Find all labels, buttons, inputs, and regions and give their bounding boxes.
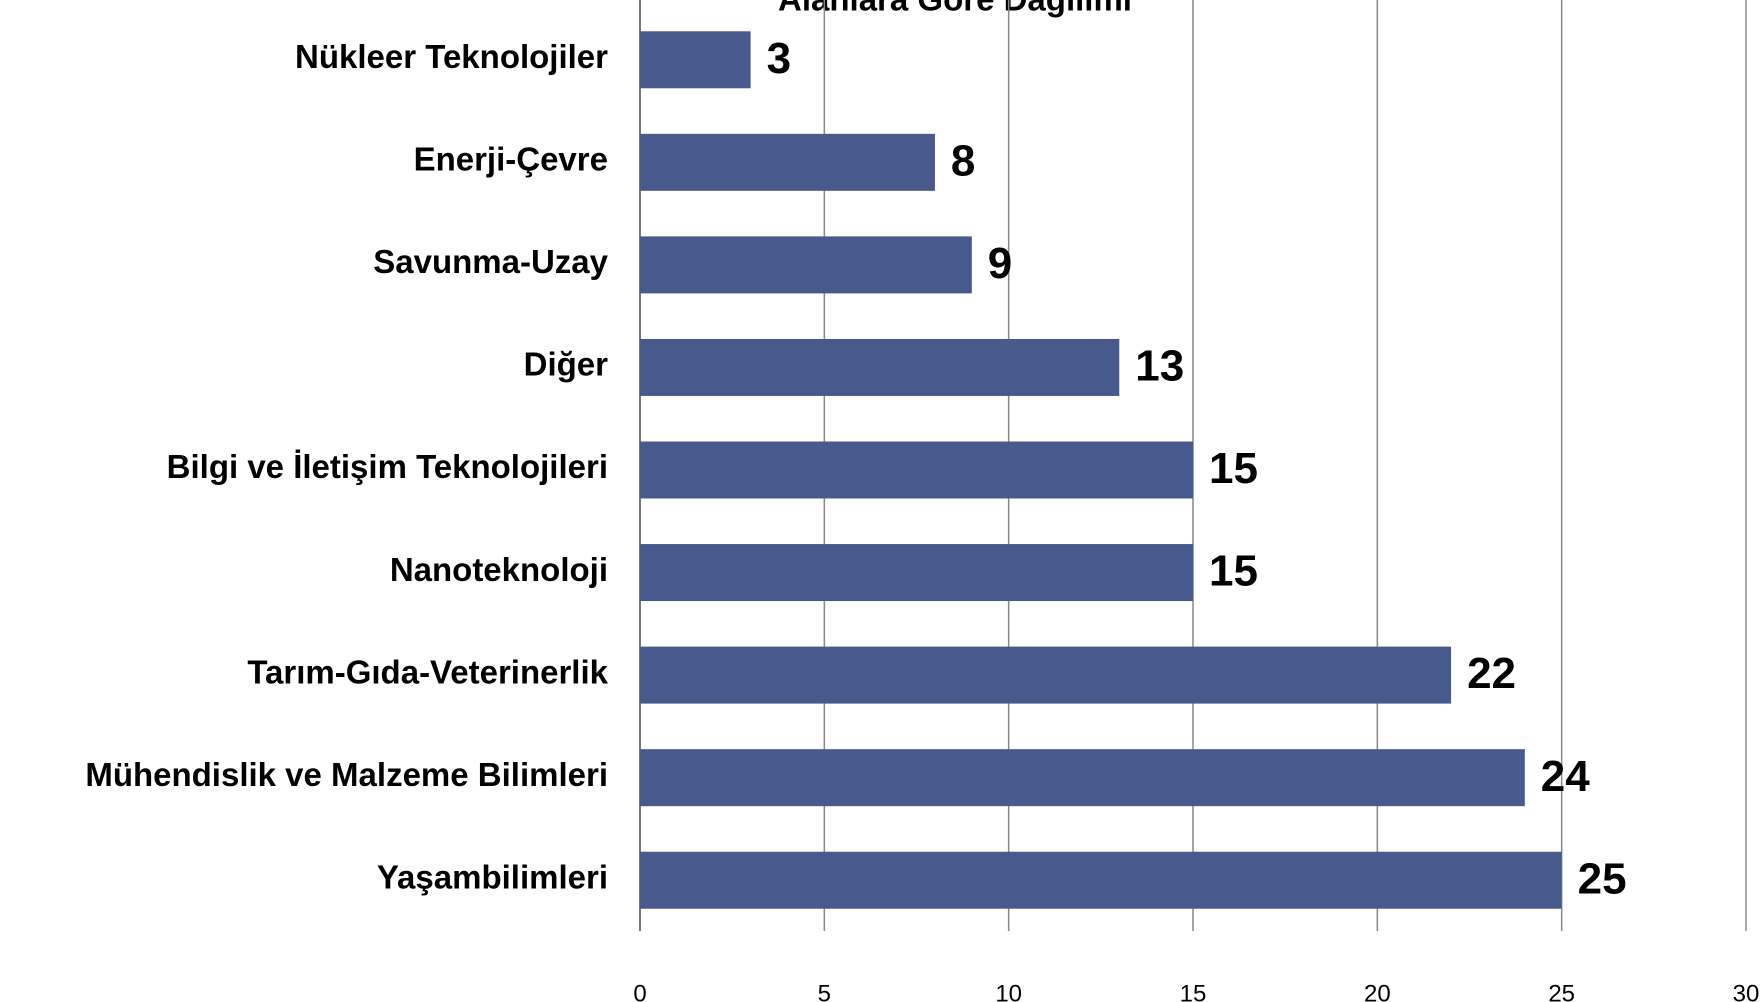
category-label: Enerji-Çevre [414,141,608,178]
bar [640,133,935,191]
bar [640,441,1193,499]
x-tick-label: 30 [1733,980,1760,1002]
bar [640,31,751,89]
category-label: Yaşambilimleri [377,858,608,895]
category-label: Nanoteknoloji [390,551,608,588]
value-label: 24 [1541,752,1590,801]
category-label: Bilgi ve İletişim Teknolojileri [167,448,608,485]
x-tick-label: 15 [1180,980,1207,1002]
value-label: 15 [1209,444,1258,493]
bar [640,544,1193,602]
category-label: Tarım-Gıda-Veterinerlik [247,653,608,690]
bar [640,749,1525,807]
x-tick-label: 20 [1364,980,1391,1002]
x-tick-label: 5 [818,980,831,1002]
x-tick-label: 0 [633,980,646,1002]
value-label: 13 [1135,342,1184,391]
chart-title: Alanlara Göre Dağılımı [778,0,1132,18]
bar [640,338,1120,396]
category-label: Nükleer Teknolojiler [295,38,608,75]
value-label: 8 [951,136,975,185]
bar [640,646,1452,704]
value-label: 3 [767,34,791,83]
x-tick-label: 10 [995,980,1022,1002]
category-label: Diğer [524,346,609,383]
bar [640,851,1562,909]
value-label: 22 [1467,649,1516,698]
x-tick-label: 25 [1548,980,1575,1002]
value-label: 9 [988,239,1012,288]
value-label: 15 [1209,547,1258,596]
category-label: Savunma-Uzay [373,243,608,280]
value-label: 25 [1578,854,1627,903]
bar [640,236,972,294]
category-label: Mühendislik ve Malzeme Bilimleri [85,756,608,793]
